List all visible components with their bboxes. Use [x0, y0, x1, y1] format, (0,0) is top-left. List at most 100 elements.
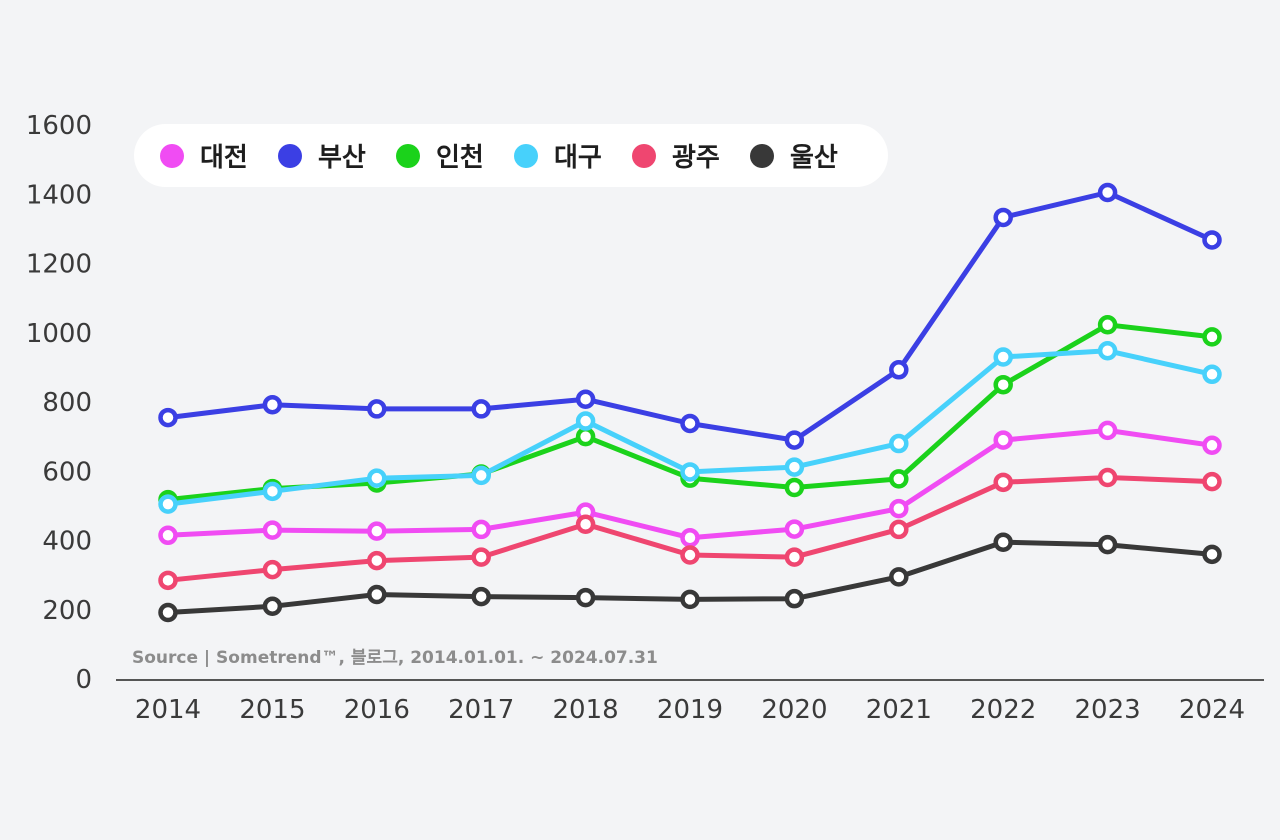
legend-item: 부산 [278, 143, 366, 173]
data-point [1097, 315, 1118, 335]
data-point [680, 545, 700, 565]
legend-item: 대전 [160, 143, 248, 173]
data-point [367, 399, 387, 419]
data-point [367, 521, 387, 541]
data-point [471, 519, 491, 540]
data-point [1097, 420, 1118, 441]
legend-item: 울산 [750, 143, 838, 173]
data-point [158, 602, 178, 623]
legend-marker [396, 144, 420, 168]
data-point [262, 520, 283, 540]
x-tick-label: 2015 [239, 695, 305, 725]
data-point [889, 498, 909, 519]
data-point [1202, 471, 1222, 492]
data-point [471, 547, 491, 567]
data-point [680, 589, 700, 610]
x-tick-label: 2017 [448, 695, 514, 725]
x-tick-label: 2023 [1075, 695, 1141, 725]
y-axis: 0 200 400 600 800 1000 1200 1400 1600 [26, 111, 92, 695]
legend-marker [750, 144, 774, 168]
y-tick-label: 1400 [26, 180, 92, 210]
y-tick-label: 1200 [26, 250, 92, 280]
data-point [784, 457, 805, 477]
data-point [367, 550, 387, 571]
x-tick-label: 2014 [135, 695, 201, 725]
series-lines [158, 182, 1222, 623]
data-point [1097, 182, 1118, 203]
data-point [158, 407, 178, 428]
y-tick-label: 200 [42, 596, 92, 626]
data-point [993, 347, 1013, 367]
data-point [889, 469, 909, 489]
y-tick-label: 1000 [26, 319, 92, 349]
data-point [1202, 327, 1222, 347]
data-point [158, 494, 178, 514]
x-axis: 2014 2015 2016 2017 2018 2019 2020 2021 2022 2023… [135, 695, 1245, 725]
data-point [1097, 534, 1118, 555]
data-point [575, 389, 596, 409]
data-point [367, 468, 387, 488]
x-tick-label: 2016 [344, 695, 410, 725]
legend-marker [160, 144, 184, 168]
data-point [262, 395, 283, 415]
series-group [158, 467, 1222, 591]
data-point [262, 481, 283, 502]
data-point [889, 433, 909, 454]
data-point [784, 430, 805, 450]
x-tick-label: 2019 [657, 695, 723, 725]
legend-label: 울산 [790, 143, 838, 173]
data-point [471, 399, 491, 419]
data-point [575, 411, 596, 431]
y-tick-label: 0 [75, 665, 92, 695]
data-point [158, 525, 178, 546]
data-point [680, 413, 700, 434]
data-point [1202, 435, 1222, 456]
data-point [575, 587, 596, 608]
data-point [575, 514, 596, 534]
y-tick-label: 1600 [26, 111, 92, 141]
x-tick-label: 2020 [761, 695, 827, 725]
legend-label: 부산 [318, 143, 366, 173]
data-point [680, 527, 700, 548]
series-group [158, 182, 1222, 450]
y-tick-label: 400 [42, 527, 92, 557]
legend-label: 대전 [200, 143, 248, 173]
data-point [993, 207, 1013, 228]
x-tick-label: 2022 [970, 695, 1036, 725]
x-tick-label: 2021 [866, 695, 932, 725]
data-point [784, 588, 805, 609]
data-point [471, 465, 491, 486]
data-point [367, 584, 387, 605]
data-point [993, 374, 1013, 395]
data-point [575, 426, 596, 447]
data-point [993, 472, 1013, 493]
y-tick-label: 600 [42, 457, 92, 487]
data-point [1202, 544, 1222, 565]
series-group [158, 420, 1222, 548]
data-point [158, 570, 178, 591]
data-point [993, 430, 1013, 450]
data-point [1202, 230, 1222, 250]
data-point [1202, 364, 1222, 385]
data-point [1097, 341, 1118, 361]
legend-label: 대구 [554, 143, 602, 173]
data-point [889, 567, 909, 587]
legend-label: 광주 [672, 143, 720, 173]
series-line [165, 190, 1215, 443]
y-tick-label: 800 [42, 388, 92, 418]
data-point [889, 360, 909, 380]
x-tick-label: 2018 [553, 695, 619, 725]
legend-item: 대구 [514, 143, 602, 173]
source-note: Source | Sometrend™, 블로그, 2014.01.01. ~ … [132, 648, 658, 668]
legend-background [134, 124, 888, 187]
x-tick-label: 2024 [1179, 695, 1245, 725]
legend: 대전 부산 인천 대구 광주 울산 [134, 124, 888, 187]
legend-label: 인천 [436, 143, 484, 173]
series-group [158, 532, 1222, 623]
data-point [262, 559, 283, 580]
data-point [889, 519, 909, 540]
data-point [784, 547, 805, 567]
data-point [680, 462, 700, 482]
